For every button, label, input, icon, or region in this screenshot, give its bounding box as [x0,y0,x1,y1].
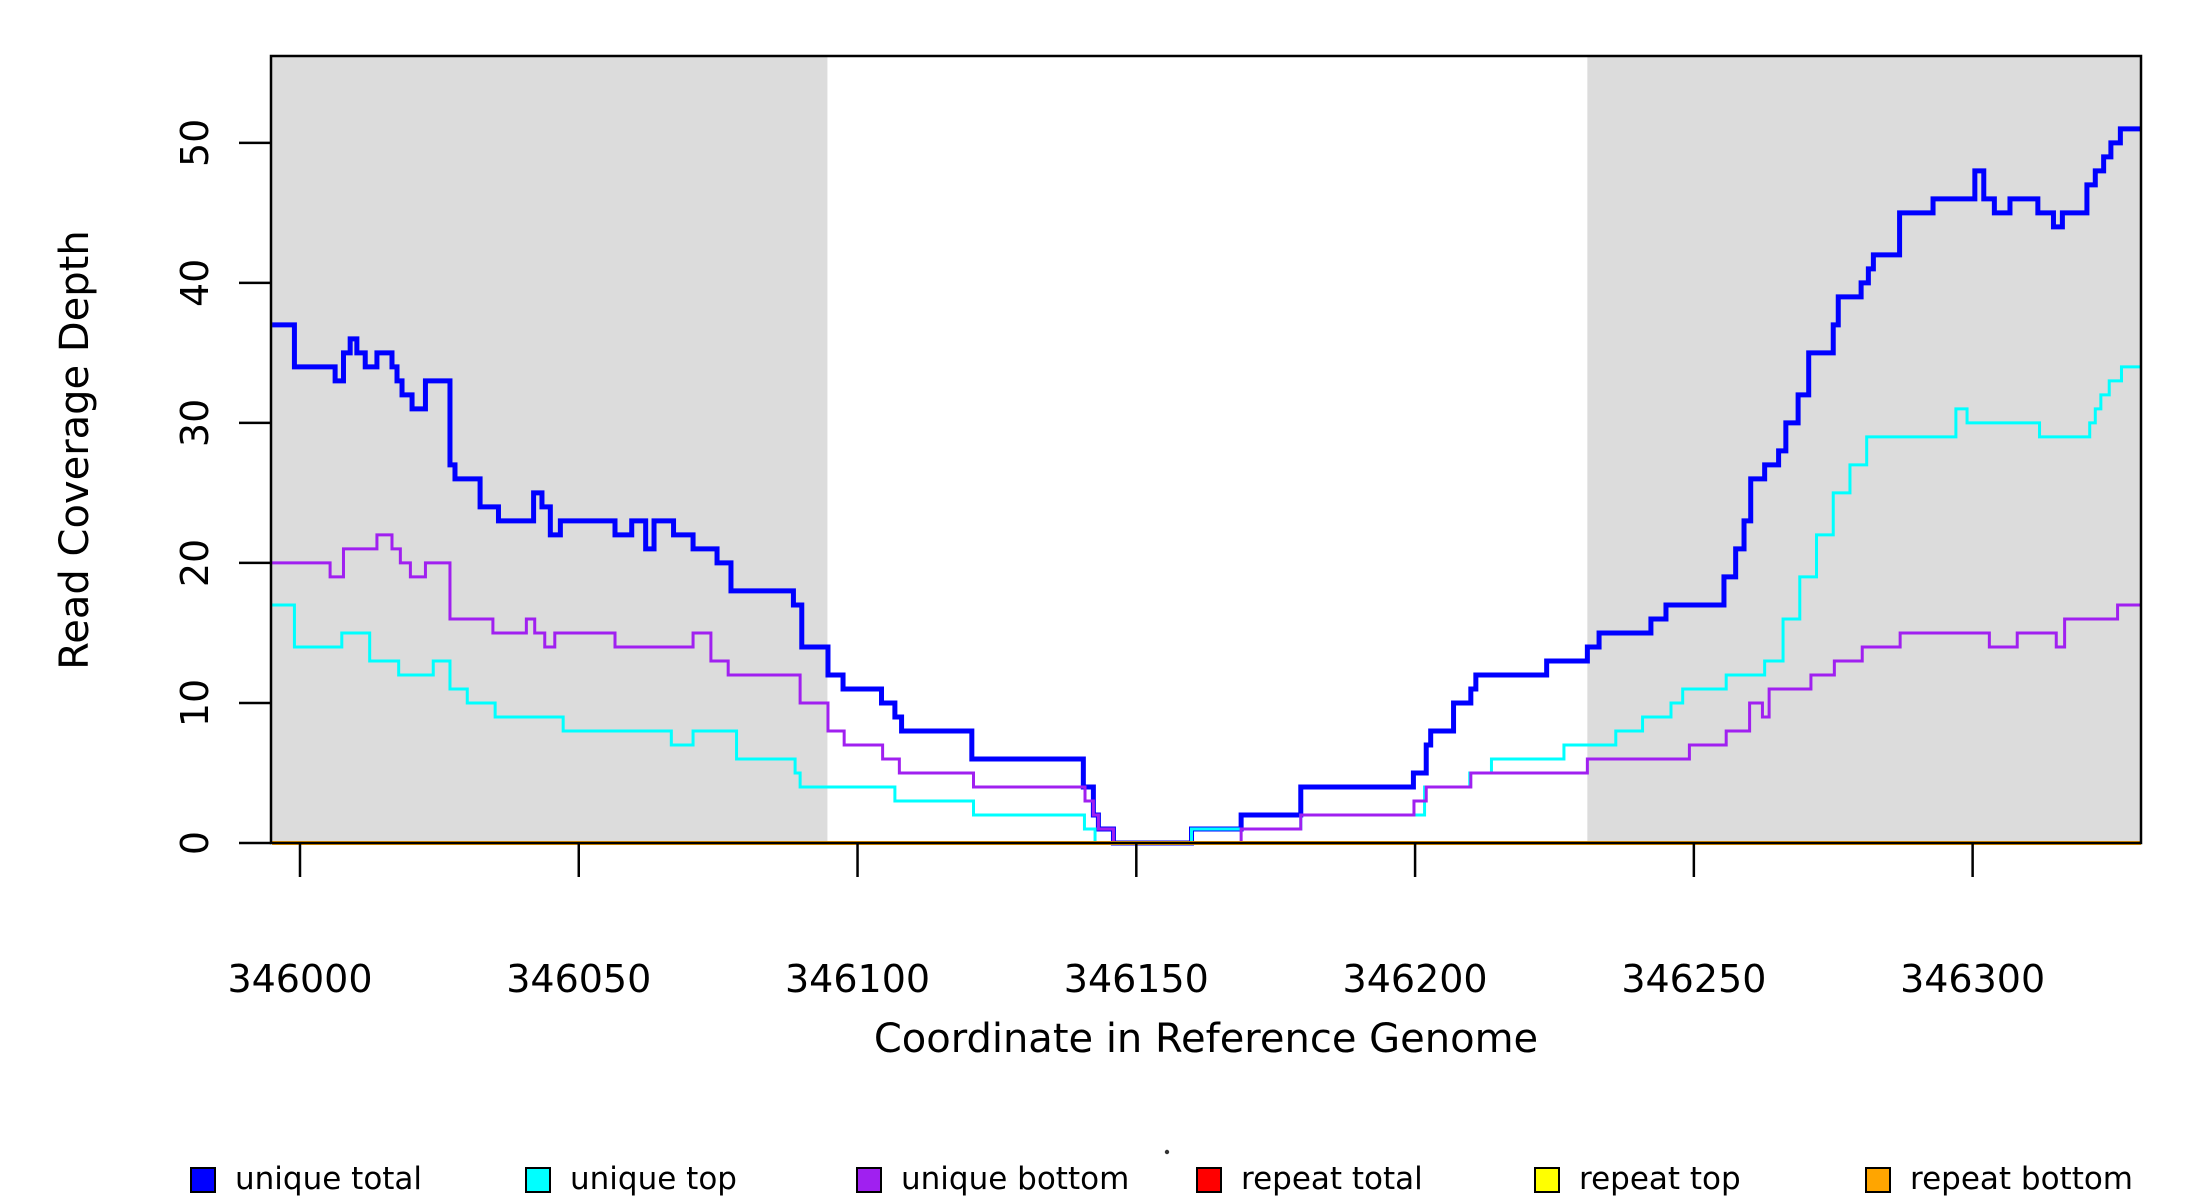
y-tick-label: 40 [173,259,217,307]
legend-swatch-unique-total [190,1167,216,1193]
legend: unique total unique top unique bottom repea… [190,1149,2133,1197]
axes [239,54,2143,877]
x-tick-label: 346050 [506,957,651,1001]
legend-swatch-repeat-top [1534,1167,1560,1193]
plot-border [269,54,2143,845]
legend-swatch-repeat-bottom [1865,1167,1891,1193]
legend-swatch-unique-top [525,1167,551,1193]
legend-swatch-repeat-total [1196,1167,1222,1193]
stray-dot [1164,1149,1170,1155]
legend-label-unique-top: unique top [570,1161,737,1197]
x-tick-label: 346100 [785,957,930,1001]
x-tick-label: 346250 [1621,957,1766,1001]
legend-label-repeat-top: repeat top [1579,1161,1741,1197]
shaded-region-0 [271,56,828,843]
x-tick-label: 346150 [1064,957,1209,1001]
legend-swatch-unique-bottom [856,1167,882,1193]
x-tick-label: 346200 [1343,957,1488,1001]
legend-label-unique-total: unique total [235,1161,422,1197]
y-tick-label: 20 [173,539,217,587]
legend-label-repeat-bottom: repeat bottom [1910,1161,2133,1197]
y-tick-label: 30 [173,399,217,447]
legend-label-repeat-total: repeat total [1241,1161,1423,1197]
y-axis-title: Read Coverage Depth [52,230,98,669]
shaded-region-1 [1587,56,2141,843]
y-tick-label: 50 [173,119,217,167]
series-line-unique-bottom [272,533,2141,845]
shaded-regions [271,56,2141,843]
y-tick-label: 10 [173,679,217,727]
tick-labels: 346000 346050 346100 346150 346200 346250 3463… [173,119,2045,1001]
y-tick-label: 0 [173,831,217,855]
legend-label-unique-bottom: unique bottom [901,1161,1129,1197]
x-tick-label: 346300 [1900,957,2045,1001]
x-tick-label: 346000 [227,957,372,1001]
x-axis-title: Coordinate in Reference Genome [874,1016,1538,1062]
